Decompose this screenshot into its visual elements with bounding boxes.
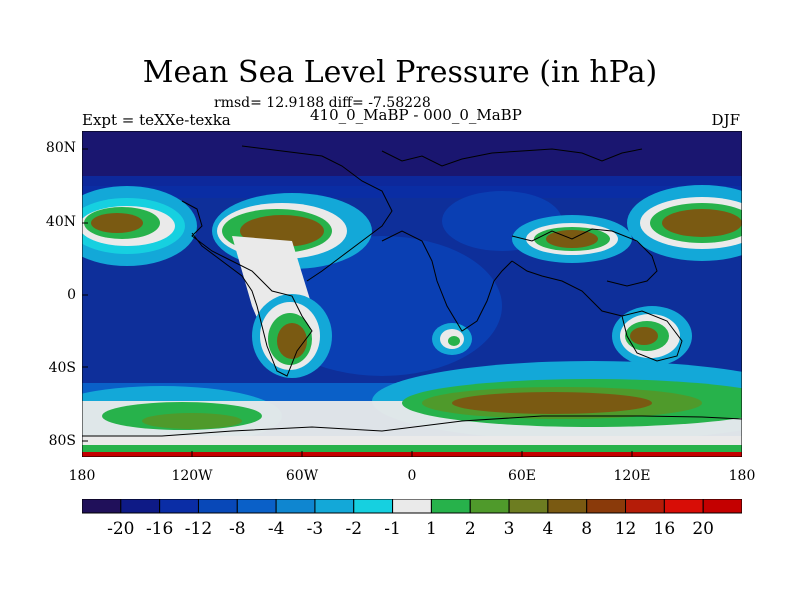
x-tick-label: 60E [507,468,537,484]
x-tick-label: 120W [171,468,213,484]
y-tick-label: 40N [45,214,76,230]
colorbar-label: -8 [229,519,246,539]
colorbar-box [469,499,510,514]
colorbar-box [120,499,161,514]
colorbar-box [625,499,665,514]
colorbar-box [197,499,238,514]
pressure-map [82,131,742,457]
y-tick-label: 0 [67,287,76,303]
experiment-label: Expt = teXXe-texka [82,111,231,129]
colorbar-box [236,499,277,514]
x-tick-label: 60W [285,468,319,484]
colorbar-label: -4 [267,519,285,539]
colorbar-label: -3 [306,519,324,539]
colorbar-label: -1 [384,519,401,539]
colorbar-label: 20 [692,519,714,539]
x-tick-label: 180 [68,468,96,484]
y-tick-label: 80S [48,433,76,449]
colorbar-label: 1 [425,519,437,539]
colorbar-box [314,499,355,514]
stats-label: rmsd= 12.9188 diff= -7.58228 [214,95,431,111]
colorbar-box [547,499,588,514]
colorbar-label: 12 [614,519,637,539]
colorbar-label: 16 [653,519,676,539]
x-tick-label: 0 [407,468,417,484]
colorbar-label: 3 [503,519,515,539]
colorbar-label: 4 [542,519,554,539]
chart-title: Mean Sea Level Pressure (in hPa) [142,55,658,90]
period-label: 410_0_MaBP - 000_0_MaBP [310,106,522,124]
colorbar-box [353,499,394,514]
colorbar-box [508,499,549,514]
colorbar-label: -12 [184,519,213,539]
x-tick-label: 180 [728,468,756,484]
y-tick-label: 40S [48,360,76,376]
map-ticks [82,148,633,457]
colorbar-label: 8 [581,519,593,539]
colorbar-box [430,499,471,514]
colorbar-label: -16 [145,519,174,539]
colorbar-box [663,499,704,514]
season-label: DJF [711,111,740,129]
colorbar-label: -2 [345,519,363,539]
colorbar-label: -20 [107,519,135,539]
colorbar-box [275,499,316,514]
colorbar-label: 2 [464,519,476,539]
y-tick-label: 80N [45,140,76,156]
colorbar-box [586,499,627,514]
colorbar-box [159,499,199,514]
coastlines [82,145,742,437]
colorbar-box [82,499,122,514]
colorbar [82,499,742,514]
x-tick-label: 120E [613,468,651,484]
colorbar-box [392,499,432,514]
colorbar-box [702,499,742,514]
